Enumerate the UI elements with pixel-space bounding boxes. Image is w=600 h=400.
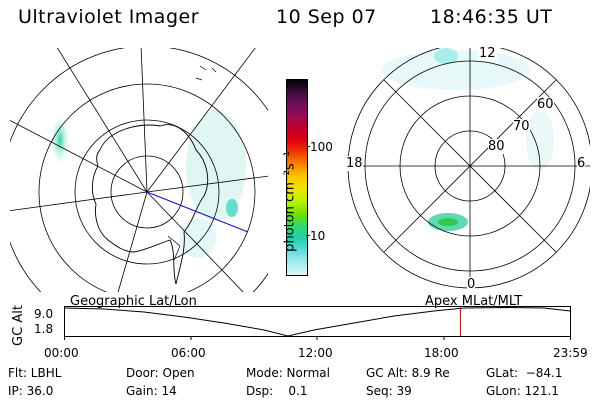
- aurora-glow: [438, 218, 458, 226]
- coastline: [91, 124, 209, 285]
- aurora-glow: [434, 48, 458, 64]
- colorbar-tick-mark: [306, 235, 310, 236]
- timeline-x-tick-1800: 18:00: [424, 346, 459, 360]
- mlt-label-0: 0: [467, 277, 476, 292]
- altitude-timeline: [63, 306, 571, 340]
- colorbar-tick-10: 10: [310, 229, 326, 243]
- timeline-y-label: GC Alt: [10, 305, 26, 346]
- timeline-y-tick-low: 1.8: [34, 322, 54, 336]
- timeline-y-tick-high: 9.0: [34, 307, 54, 321]
- glat-info: GLat: −84.1: [486, 366, 563, 380]
- mode-info: Mode: Normal: [246, 366, 330, 380]
- timeline-x-tick-2359: 23:59: [553, 346, 588, 360]
- timeline-x-tick-1200: 12:00: [298, 346, 333, 360]
- door-info: Door: Open: [126, 366, 195, 380]
- mlt-label-18: 18: [346, 156, 363, 171]
- ip-info: IP: 36.0: [8, 384, 54, 398]
- colorbar-tick-100: 100: [310, 140, 333, 154]
- aurora-glow: [526, 110, 554, 170]
- colorbar-tick-mark: [306, 146, 310, 147]
- timeline-x-tick-0000: 00:00: [44, 346, 79, 360]
- geographic-map: [10, 48, 268, 292]
- geographic-map-title: Geographic Lat/Lon: [70, 294, 197, 309]
- timeline-x-tick-0600: 06:00: [171, 346, 206, 360]
- image-time: 18:46:35 UT: [430, 6, 553, 28]
- altitude-curve: [63, 306, 571, 337]
- apex-mlt-map: [347, 48, 590, 289]
- instrument-title: Ultraviolet Imager: [18, 6, 200, 28]
- mlat-label-80: 80: [488, 139, 505, 154]
- apex-map-title: Apex MLat/MLT: [425, 294, 523, 309]
- mlt-label-12: 12: [478, 46, 497, 61]
- filter-info: Flt: LBHL: [8, 366, 62, 380]
- view-direction-line: [146, 191, 249, 233]
- seq-info: Seq: 39: [366, 384, 412, 398]
- mlat-label-60: 60: [537, 97, 554, 112]
- mlat-label-70: 70: [513, 119, 530, 134]
- aurora-glow: [186, 111, 246, 221]
- colorbar-unit-label: photon cm⁻²s⁻¹: [282, 151, 298, 252]
- aurora-glow: [180, 218, 216, 258]
- dsp-info: Dsp: 0.1: [246, 384, 308, 398]
- glon-info: GLon: 121.1: [486, 384, 559, 398]
- aurora-glow: [226, 199, 238, 217]
- gc-alt-info: GC Alt: 8.9 Re: [366, 366, 450, 380]
- colorbar-gradient: [287, 80, 307, 275]
- mlt-label-6: 6: [577, 156, 586, 171]
- colorbar: [286, 79, 308, 276]
- aurora-glow: [50, 114, 70, 166]
- gain-info: Gain: 14: [126, 384, 177, 398]
- image-date: 10 Sep 07: [276, 6, 377, 28]
